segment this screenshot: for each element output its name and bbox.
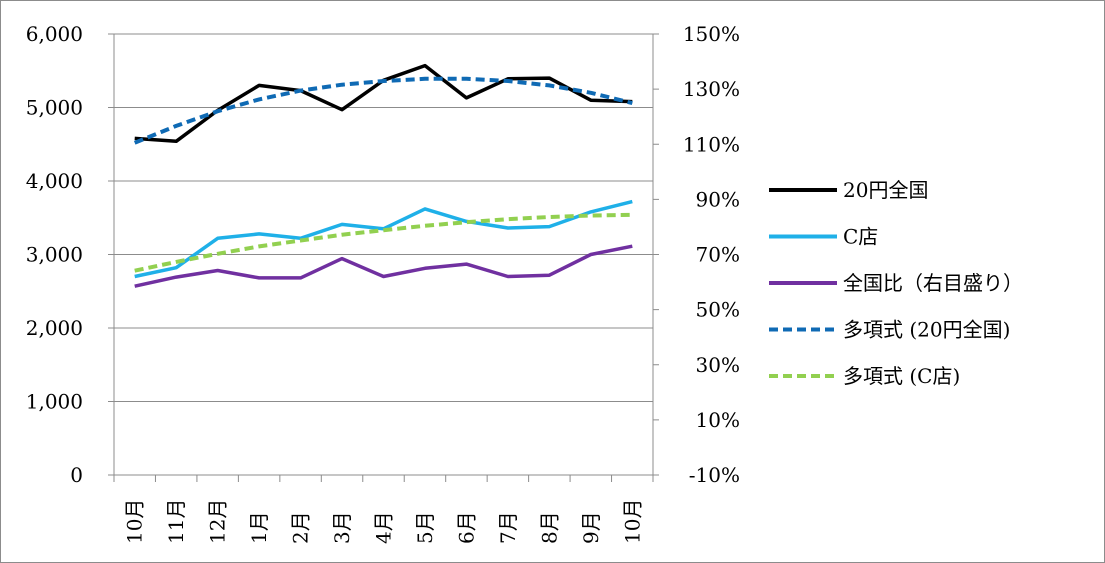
x-tick-label: 5月 (413, 511, 437, 544)
x-axis-ticks: 10月 11月 12月 1月 2月 3月 4月 5月 6月 7月 8月 9月 10月 (113, 475, 654, 544)
legend-label-5: 多項式 (C店) (843, 364, 960, 388)
legend-label-3: 全国比（右目盛り） (843, 271, 1023, 295)
legend-label-1: 20円全国 (843, 178, 928, 202)
series-line-4 (133, 76, 633, 145)
left-tick-label: 0 (70, 463, 83, 487)
x-tick-label: 12月 (206, 499, 230, 544)
x-tick-label: 2月 (289, 511, 313, 544)
series-line-5 (134, 212, 633, 273)
x-tick-label: 4月 (372, 511, 396, 544)
x-tick-label: 1月 (247, 511, 271, 544)
right-tick-label: 50% (696, 298, 740, 322)
right-tick-label: 70% (696, 243, 740, 267)
series-line-2 (134, 199, 633, 279)
left-tick-label: 2,000 (26, 316, 83, 340)
legend-label-2: C店 (843, 225, 878, 249)
left-tick-label: 3,000 (26, 243, 83, 267)
series-line-1 (134, 63, 633, 144)
right-tick-label: 110% (683, 132, 740, 156)
right-axis-ticks: -10% 10% 30% 50% 70% 90% 110% 130% 150% (653, 22, 740, 487)
right-tick-label: 90% (696, 187, 740, 211)
right-tick-label: 30% (696, 353, 740, 377)
legend-label-4: 多項式 (20円全国) (843, 318, 1010, 342)
right-tick-label: 10% (696, 408, 740, 432)
series-lines (133, 63, 633, 288)
series-line-3 (134, 244, 633, 288)
x-tick-label: 10月 (123, 499, 147, 544)
x-tick-label: 9月 (579, 511, 603, 544)
left-tick-label: 4,000 (26, 169, 83, 193)
left-axis-ticks: 0 1,000 2,000 3,000 4,000 5,000 6,000 (26, 22, 114, 487)
x-tick-label: 8月 (537, 511, 561, 544)
left-tick-label: 5,000 (26, 96, 83, 120)
x-tick-label: 10月 (620, 499, 644, 544)
right-tick-label: 130% (683, 77, 740, 101)
right-tick-label: -10% (689, 463, 740, 487)
left-tick-label: 6,000 (26, 22, 83, 46)
left-tick-label: 1,000 (26, 390, 83, 414)
x-tick-label: 6月 (454, 511, 478, 544)
x-tick-label: 3月 (330, 511, 354, 544)
right-tick-label: 150% (683, 22, 740, 46)
x-tick-label: 11月 (164, 499, 188, 544)
x-tick-label: 7月 (496, 511, 520, 544)
